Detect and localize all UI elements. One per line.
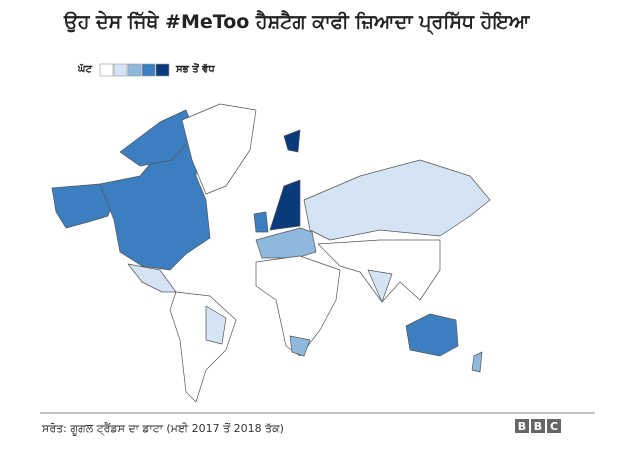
australia — [405, 313, 459, 357]
legend-swatches — [99, 63, 170, 77]
new-zealand — [471, 351, 483, 373]
asia — [317, 239, 441, 303]
south-america — [169, 291, 237, 403]
logo-letter: C — [550, 420, 558, 433]
svalbard — [283, 129, 301, 153]
legend-high: ਸਭ ਤੋਂ ਵੱਧ — [175, 61, 215, 75]
south-africa — [289, 335, 311, 357]
logo-box — [515, 419, 529, 433]
uk — [253, 211, 269, 233]
world-map — [51, 103, 491, 403]
russia — [303, 159, 491, 241]
logo-letter: B — [534, 420, 542, 433]
mexico — [127, 263, 177, 293]
legend-swatch — [127, 63, 142, 77]
south-america-east — [205, 305, 227, 345]
legend-swatch — [113, 63, 128, 77]
logo-letter: B — [518, 420, 526, 433]
africa — [255, 255, 341, 357]
source: ਸਰੋਤ: ਗੂਗਲ ਟ੍ਰੈਂਡਸ ਦਾ ਡਾਟਾ (ਮਈ 2017 ਤੋਂ … — [41, 422, 284, 435]
europe — [255, 227, 317, 259]
legend-low: ਘੱਟ — [77, 62, 92, 75]
legend-swatch — [99, 63, 114, 77]
india — [367, 269, 393, 303]
title: ਉਹ ਦੇਸ ਜਿੱਥੇ #MeToo ਹੈਸ਼ਟੈਗ ਕਾਫੀ ਜ਼ਿਆਦਾ … — [63, 9, 531, 35]
legend-swatch — [141, 63, 156, 77]
logo-box — [531, 419, 545, 433]
logo-box — [547, 419, 561, 433]
scandinavia — [269, 179, 301, 231]
greenland — [181, 103, 257, 195]
legend-swatch — [155, 63, 170, 77]
